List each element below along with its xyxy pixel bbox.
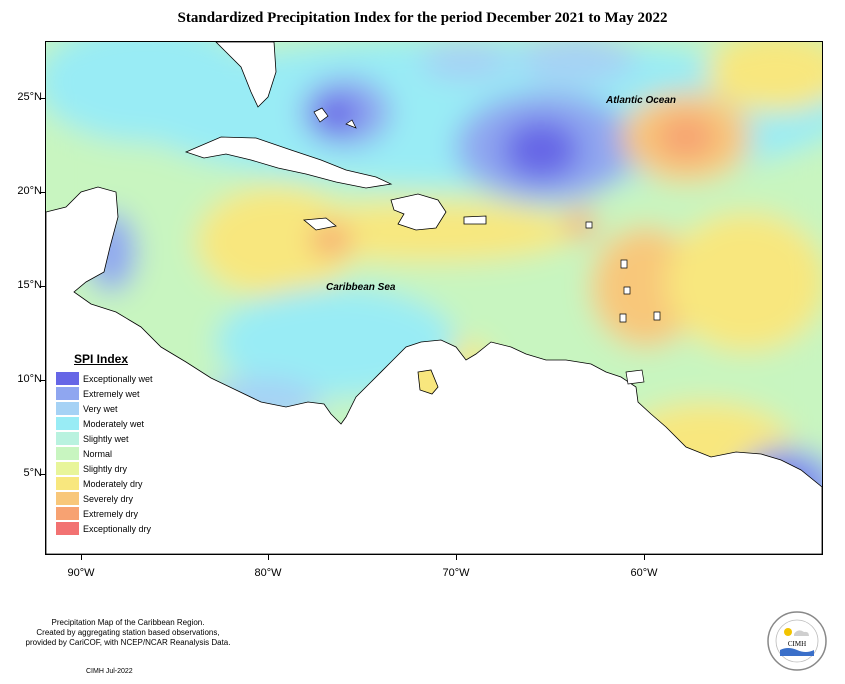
legend-swatch (56, 462, 79, 475)
legend-swatch (56, 507, 79, 520)
spi-legend: SPI Index Exceptionally wet Extremely wet… (56, 352, 176, 537)
legend-title: SPI Index (74, 352, 129, 366)
legend-label: Very wet (83, 403, 118, 414)
lat-tickmark (40, 98, 45, 99)
lon-tick-60w: 60°W (630, 567, 658, 579)
lat-tickmark (40, 192, 45, 193)
legend-swatch (56, 402, 79, 415)
map-title: Standardized Precipitation Index for the… (177, 10, 668, 26)
lat-tick-25n: 25°N (17, 91, 42, 103)
legend-item: Extremely dry (56, 507, 176, 520)
legend-item: Slightly dry (56, 462, 176, 475)
legend-swatch (56, 522, 79, 535)
lat-tick-20n: 20°N (17, 185, 42, 197)
logo-text: CIMH (788, 640, 806, 648)
legend-rows: Exceptionally wet Extremely wet Very wet Mo… (56, 372, 176, 535)
lat-tickmark (40, 474, 45, 475)
lon-tickmark (268, 554, 269, 560)
lat-tickmark (40, 286, 45, 287)
legend-item: Normal (56, 447, 176, 460)
legend-item: Slightly wet (56, 432, 176, 445)
footer-line-1: Precipitation Map of the Caribbean Regio… (51, 618, 205, 627)
lon-tick-90w: 90°W (67, 567, 95, 579)
footer-credit: CIMH Jul-2022 (86, 668, 133, 675)
spi-map: Atlantic Ocean Caribbean Sea (45, 41, 823, 555)
legend-label: Severely dry (83, 493, 134, 504)
lon-tickmark (81, 554, 82, 560)
legend-item: Extremely wet (56, 387, 176, 400)
lon-tickmark (456, 554, 457, 560)
legend-label: Exceptionally dry (83, 523, 152, 534)
legend-label: Moderately wet (83, 418, 145, 429)
lat-tick-10n: 10°N (17, 373, 42, 385)
legend-item: Moderately dry (56, 477, 176, 490)
legend-label: Extremely wet (83, 388, 140, 399)
spi-map-canvas (46, 42, 822, 554)
lat-tick-5n: 5°N (23, 467, 42, 479)
legend-item: Severely dry (56, 492, 176, 505)
legend-item: Moderately wet (56, 417, 176, 430)
legend-swatch (56, 417, 79, 430)
cimh-logo: CIMH (767, 611, 827, 671)
legend-swatch (56, 432, 79, 445)
legend-label: Extremely dry (83, 508, 139, 519)
legend-swatch (56, 492, 79, 505)
lon-tickmark (644, 554, 645, 560)
legend-item: Exceptionally dry (56, 522, 176, 535)
legend-swatch (56, 387, 79, 400)
legend-swatch (56, 372, 79, 385)
lon-tick-80w: 80°W (254, 567, 282, 579)
legend-label: Slightly wet (83, 433, 129, 444)
lat-tickmark (40, 380, 45, 381)
atlantic-ocean-label: Atlantic Ocean (606, 95, 677, 106)
map-footer: Precipitation Map of the Caribbean Regio… (8, 618, 248, 648)
legend-item: Very wet (56, 402, 176, 415)
legend-label: Exceptionally wet (83, 373, 153, 384)
legend-swatch (56, 477, 79, 490)
lat-tick-15n: 15°N (17, 279, 42, 291)
legend-label: Normal (83, 448, 113, 459)
legend-swatch (56, 447, 79, 460)
legend-label: Moderately dry (83, 478, 143, 489)
legend-item: Exceptionally wet (56, 372, 176, 385)
lon-tick-70w: 70°W (442, 567, 470, 579)
footer-line-3: provided by CariCOF, with NCEP/NCAR Rean… (25, 638, 231, 647)
caribbean-sea-label: Caribbean Sea (326, 282, 396, 293)
footer-line-2: Created by aggregating station based obs… (36, 628, 220, 637)
legend-label: Slightly dry (83, 463, 128, 474)
